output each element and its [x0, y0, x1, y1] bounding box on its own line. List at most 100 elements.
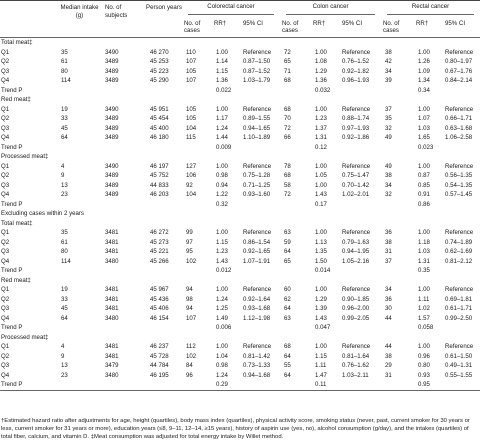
table-row: Q4 64 3480 46 154 107 1.49 1.12–1.98 63 1.43 0.99… [0, 314, 480, 324]
table-cell: 0.87 [418, 172, 430, 179]
table-cell: 35 [61, 229, 68, 236]
table-cell: 3490 [105, 162, 119, 170]
table-cell: 0.88–1.74 [342, 115, 370, 122]
table-cell: 46 237 [150, 343, 169, 350]
table-cell [237, 143, 280, 153]
table-cell [182, 200, 214, 210]
table-cell: 32 [385, 191, 392, 198]
table-cell: 1.00 [216, 105, 228, 113]
table-cell: 105 [186, 105, 197, 113]
row-label: Trend P [0, 380, 55, 391]
table-cell: 1.03–1.79 [243, 77, 271, 84]
table-cell: 0.98 [216, 362, 228, 369]
table-cell: 0.79–1.63 [342, 238, 370, 246]
table-cell: 1.04 [216, 352, 228, 360]
table-row: Q2 61 3481 45 273 97 1.15 0.86–1.54 59 1.13 0.79–… [0, 238, 480, 248]
table-cell: 1.03–2.11 [342, 371, 369, 379]
table-cell: 0.49–1.31 [445, 362, 473, 369]
table-cell: 1.00 [418, 229, 430, 236]
table-cell: 0.96 [418, 352, 430, 360]
table-row: Q3 80 3481 45 221 95 1.23 0.92–1.65 64 1.35 0.94–… [0, 247, 480, 257]
section-label: Processed meat‡ [1, 153, 49, 160]
table-cell [182, 323, 214, 333]
table-cell: 1.23 [216, 248, 228, 255]
header-ci: 95% CI [243, 20, 263, 27]
table-cell: 19 [61, 286, 68, 293]
table-cell: 1.18 [418, 238, 430, 246]
header-rr: RR† [313, 20, 326, 27]
table-cell [336, 86, 381, 96]
table-cell [55, 86, 102, 96]
table-cell [439, 266, 480, 276]
table-cell: 1.24 [216, 295, 228, 303]
table-cell: 0.92–1.65 [243, 248, 271, 255]
row-label: Q4 [1, 134, 10, 141]
table-cell: 1.31 [418, 257, 430, 265]
table-cell: 37 [385, 105, 392, 113]
table-cell: 0.99–2.05 [342, 314, 370, 322]
table-cell: 3489 [105, 191, 119, 198]
table-cell: 68 [284, 172, 291, 179]
row-label: Q4 [1, 191, 10, 198]
table-cell: 0.61–1.71 [445, 305, 473, 312]
header-ci: 95% CI [342, 20, 363, 27]
table-cell [439, 86, 480, 96]
table-cell: 3481 [105, 248, 119, 255]
row-label: Q2 [1, 172, 10, 179]
table-cell [381, 86, 416, 96]
table-cell: 114 [61, 257, 71, 265]
row-label: Q3 [1, 124, 10, 132]
table-cell: 1.00 [418, 343, 430, 350]
table-cell: 0.023 [418, 143, 434, 151]
table-cell: 0.81–1.42 [243, 352, 271, 360]
table-cell: 1.00 [216, 229, 228, 236]
table-cell: 0.022 [216, 86, 232, 94]
table-cell: Reference [342, 286, 371, 293]
table-cell: 1.23 [315, 115, 327, 122]
table-cell: 3480 [105, 314, 119, 322]
table-cell [55, 380, 102, 391]
table-cell: 3489 [105, 67, 119, 75]
row-label: Trend P [1, 143, 23, 151]
row-label: Q1 [1, 286, 10, 293]
table-cell: 105 [186, 115, 197, 122]
table-cell [439, 323, 480, 333]
table-cell: 0.009 [216, 143, 232, 151]
section-label: Red meat‡ [1, 276, 31, 284]
table-cell: 1.44 [216, 134, 228, 141]
table-cell [182, 380, 214, 391]
table-cell: Reference [445, 229, 474, 236]
row-label: Q1 [1, 343, 10, 350]
table-cell: 45 [61, 124, 68, 132]
table-row: Q1 35 3490 46 270 110 1.00 Reference 72 1.00 Refe… [0, 48, 480, 58]
table-cell: 65 [284, 58, 291, 65]
table-cell: 0.91 [418, 191, 430, 198]
table-cell: 0.54–1.35 [445, 181, 473, 189]
table-footnote: †Estimated hazard ratio after adjustment… [1, 418, 470, 441]
table-cell: 46 154 [150, 314, 169, 322]
table-cell: 3481 [105, 305, 119, 312]
table-cell: 105 [186, 67, 197, 75]
table-cell: 70 [284, 115, 291, 122]
table-cell: 1.05 [315, 172, 327, 179]
table-cell [55, 143, 102, 153]
table-cell: 0.66–1.71 [445, 115, 473, 122]
table-cell: 35 [61, 48, 68, 56]
section-row: Processed meat‡ [0, 333, 480, 343]
trend-row: Trend P 0.32 0.17 0.86 [0, 200, 480, 210]
table-cell: 0.75–1.28 [243, 172, 271, 179]
table-row: Q1 19 3481 45 967 94 1.00 Reference 60 1.00 Refer… [0, 285, 480, 295]
table-cell: 3489 [105, 58, 119, 65]
table-cell: 0.032 [315, 86, 331, 94]
table-cell: 44 [385, 343, 392, 350]
table-cell: 1.03 [418, 124, 430, 132]
header-group-colorectal: Colorectal cancer [182, 0, 281, 19]
row-label: Trend P [1, 200, 23, 208]
table-cell: 1.37 [315, 124, 327, 132]
table-cell [336, 380, 382, 391]
table-cell: 1.00 [216, 48, 228, 56]
table-cell: 0.84–2.14 [445, 77, 473, 84]
table-cell: 45 221 [150, 248, 169, 255]
group-label: Colorectal cancer [207, 3, 255, 10]
table-cell [102, 143, 142, 153]
